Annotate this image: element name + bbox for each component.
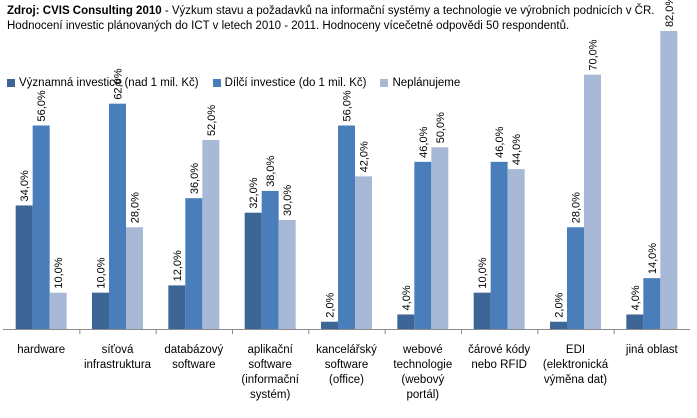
bar-series2-cat5	[338, 125, 355, 329]
category-label-line: EDI	[566, 344, 585, 356]
data-label-series1-cat6: 4,0%	[401, 285, 413, 310]
data-label-series1-cat9: 4,0%	[630, 285, 642, 310]
data-label-series3-cat9: 82,0%	[664, 0, 676, 27]
bar-series1-cat5	[321, 321, 338, 329]
category-label-7: čárové kódy nebo RFID	[468, 344, 530, 371]
data-label-series3-cat1: 10,0%	[53, 257, 65, 288]
bar-series3-cat4	[278, 219, 296, 329]
category-label-line: systém)	[250, 389, 290, 401]
bar-series1-cat2	[92, 292, 109, 329]
data-label-series3-cat8: 70,0%	[588, 39, 600, 70]
data-label-series1-cat1: 34,0%	[19, 170, 31, 201]
data-label-series2-cat2: 62,0%	[113, 68, 125, 99]
legend-swatch-3	[380, 79, 389, 87]
category-label-line: hardware	[17, 344, 65, 356]
category-label-line: databázový	[164, 344, 223, 356]
category-label-line: (informační	[241, 374, 299, 386]
legend-swatch-2	[212, 79, 221, 87]
data-label-series2-cat9: 14,0%	[647, 243, 659, 274]
category-label-8: EDI (elektronická výměna dat)	[543, 344, 609, 386]
bar-series2-cat9	[643, 278, 661, 329]
bar-series3-cat6	[431, 147, 449, 329]
bar-series1-cat8	[550, 321, 567, 329]
data-label-series3-cat2: 28,0%	[130, 192, 142, 223]
category-label-line: aplikační	[247, 344, 293, 356]
category-label-line: kancelářský	[316, 344, 377, 356]
category-label-3: databázový software	[164, 344, 223, 371]
category-label-line: technologie	[393, 359, 452, 371]
legend-label-1: Významná investice (nad 1 mil. Kč)	[19, 77, 199, 89]
category-label-line: software	[172, 359, 215, 371]
category-label-line: software	[325, 359, 368, 371]
legend-item-1: Významná investice (nad 1 mil. Kč)	[7, 77, 199, 89]
chart-legend: Významná investice (nad 1 mil. Kč) Dílčí …	[7, 75, 474, 91]
bar-series1-cat6	[397, 314, 415, 329]
data-label-series2-cat1: 56,0%	[36, 90, 48, 121]
legend-label-3: Neplánujeme	[392, 77, 461, 89]
data-label-series2-cat3: 36,0%	[189, 163, 201, 194]
category-label-line: (office)	[329, 374, 364, 386]
data-label-series3-cat5: 42,0%	[359, 141, 371, 172]
data-label-series1-cat5: 2,0%	[325, 292, 337, 317]
bar-series2-cat3	[185, 198, 203, 329]
chart-caption: Zdroj: CVIS Consulting 2010 - Výzkum sta…	[7, 4, 687, 34]
data-label-series2-cat5: 56,0%	[342, 90, 354, 121]
data-label-series2-cat4: 38,0%	[265, 155, 277, 186]
data-label-series2-cat6: 46,0%	[418, 126, 430, 157]
category-label-line: (elektronická	[543, 359, 609, 371]
data-label-series1-cat8: 2,0%	[554, 292, 566, 317]
category-label-line: čárové kódy	[468, 344, 530, 356]
category-label-line: jiná oblast	[625, 344, 679, 356]
category-label-line: infrastruktura	[84, 359, 152, 371]
bar-series1-cat7	[473, 292, 491, 329]
bar-series1-cat3	[168, 285, 186, 329]
legend-label-2: Dílčí investice (do 1 mil. Kč)	[224, 77, 367, 89]
bar-series1-cat1	[15, 205, 33, 329]
category-label-line: portál)	[407, 389, 440, 401]
legend-item-2: Dílčí investice (do 1 mil. Kč)	[212, 77, 367, 89]
category-label-line: (webový	[401, 374, 444, 386]
category-label-2: síťová infrastruktura	[84, 344, 152, 371]
category-label-line: výměna dat)	[544, 374, 607, 386]
bar-series3-cat3	[202, 140, 220, 329]
bar-series3-cat5	[355, 176, 372, 329]
legend-item-3: Neplánujeme	[380, 77, 460, 89]
bar-series2-cat2	[109, 103, 126, 330]
caption-text: - Výzkum stavu a požadavků na informační…	[7, 5, 655, 32]
data-label-series1-cat7: 10,0%	[477, 257, 489, 288]
legend-swatch-1	[7, 79, 15, 87]
category-label-line: síťová	[102, 344, 134, 356]
bar-series2-cat7	[490, 161, 508, 329]
bar-series1-cat9	[626, 314, 644, 329]
bar-series2-cat4	[261, 190, 279, 329]
category-label-1: hardware	[17, 344, 65, 356]
category-label-line: software	[248, 359, 291, 371]
category-label-6: webové technologie (webový portál)	[393, 344, 452, 401]
bar-series3-cat7	[507, 169, 525, 329]
data-label-series1-cat3: 12,0%	[172, 250, 184, 281]
bar-series3-cat9	[660, 31, 678, 329]
data-label-series3-cat3: 52,0%	[206, 105, 218, 136]
bar-series3-cat2	[126, 227, 143, 329]
bar-series3-cat8	[584, 74, 601, 329]
data-label-series1-cat4: 32,0%	[248, 177, 260, 208]
data-label-series3-cat4: 30,0%	[282, 185, 294, 216]
bar-series1-cat4	[244, 212, 262, 329]
caption-source: Zdroj: CVIS Consulting 2010	[7, 5, 162, 17]
bar-series2-cat8	[567, 227, 584, 329]
category-label-line: nebo RFID	[471, 359, 527, 371]
bar-series2-cat6	[414, 161, 432, 329]
data-label-series3-cat7: 44,0%	[511, 134, 523, 165]
category-label-5: kancelářský software (office)	[316, 344, 377, 386]
data-label-series2-cat8: 28,0%	[571, 192, 583, 223]
data-label-series3-cat6: 50,0%	[435, 112, 447, 143]
data-label-series2-cat7: 46,0%	[494, 126, 506, 157]
data-label-series1-cat2: 10,0%	[96, 257, 108, 288]
category-label-4: aplikační software (informační systém)	[241, 344, 299, 401]
bar-series3-cat1	[49, 292, 67, 329]
category-label-line: webové	[402, 344, 443, 356]
category-label-9: jiná oblast	[625, 344, 679, 356]
bar-series2-cat1	[32, 125, 50, 329]
